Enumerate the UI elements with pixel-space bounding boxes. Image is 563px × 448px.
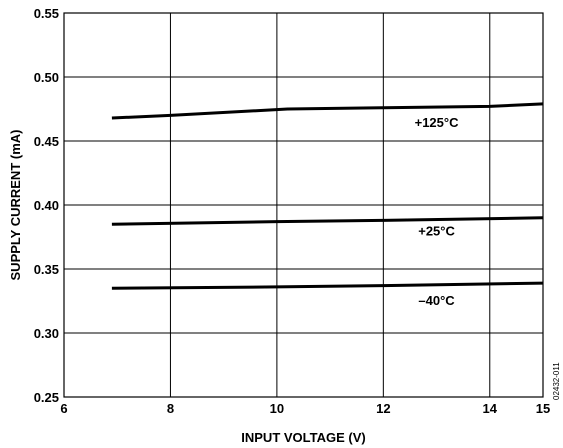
x-tick-label: 8 — [167, 401, 174, 416]
series-line — [111, 281, 544, 290]
y-tick-label: 0.25 — [34, 390, 59, 405]
series-labels: +125°C +25°C –40°C — [415, 115, 459, 308]
plot-frame — [63, 12, 544, 398]
y-tick-label: 0.50 — [34, 70, 59, 85]
grid — [64, 13, 543, 397]
x-tick-label: 15 — [536, 401, 550, 416]
y-tick-label: 0.45 — [34, 134, 59, 149]
series-label: –40°C — [418, 293, 455, 308]
y-tick-label: 0.30 — [34, 326, 59, 341]
series-label: +125°C — [415, 115, 459, 130]
x-tick-label: 12 — [376, 401, 390, 416]
series-lines — [111, 102, 544, 290]
y-axis-label: SUPPLY CURRENT (mA) — [8, 130, 23, 281]
series-label: +25°C — [418, 224, 455, 239]
x-tick-label: 10 — [270, 401, 284, 416]
series-line — [111, 216, 544, 226]
y-tick-label: 0.35 — [34, 262, 59, 277]
y-tick-label: 0.40 — [34, 198, 59, 213]
x-tick-label: 6 — [60, 401, 67, 416]
tick-labels: 6 8 10 12 14 15 0.25 0.30 0.35 0.40 0.45 0.50 0.55 — [34, 6, 551, 416]
series-line — [111, 102, 544, 120]
figure-id: 02432-011 — [552, 362, 561, 400]
x-axis-label: INPUT VOLTAGE (V) — [241, 430, 365, 445]
x-tick-label: 14 — [483, 401, 498, 416]
y-tick-label: 0.55 — [34, 6, 59, 21]
